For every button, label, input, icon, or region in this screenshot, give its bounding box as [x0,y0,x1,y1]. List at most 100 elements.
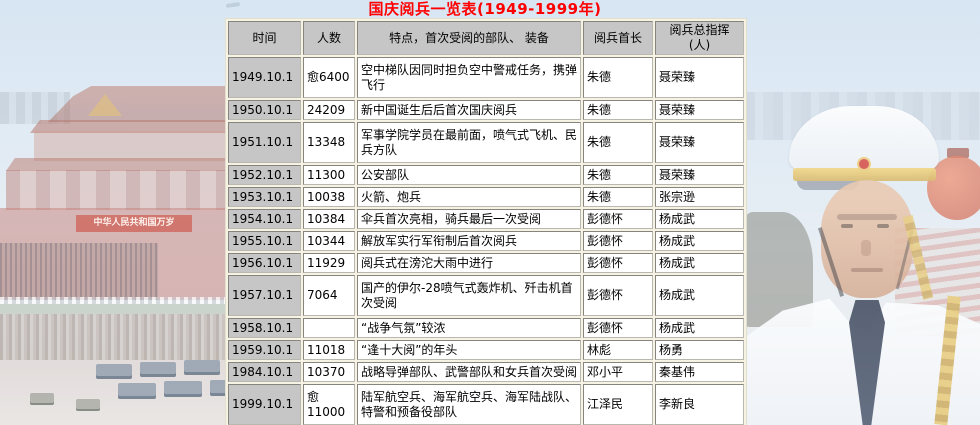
nose-shadow [861,240,871,256]
lantern-cap [947,148,969,158]
cell-count [303,318,355,338]
cell-feature: 战略导弹部队、武警部队和女兵首次受阅 [357,362,581,382]
tiananmen-lower-eave [6,158,228,171]
cell-count: 13348 [303,122,355,163]
cell-count: 愈6400 [303,57,355,98]
cell-date: 1984.10.1 [228,362,301,382]
cell-chief: 彭德怀 [583,209,653,229]
cell-date: 1953.10.1 [228,187,301,207]
cell-count: 愈11000 [303,384,355,425]
tiananmen-parade-photo: 中华人民共和国万岁 [0,0,228,425]
cell-date: 1956.10.1 [228,253,301,273]
grandstand-crowd [0,243,158,300]
header-commander: 阅兵总指挥(人) [655,21,744,55]
tiananmen-pillars [6,170,228,210]
cell-feature: 公安部队 [357,165,581,185]
cell-count: 11929 [303,253,355,273]
parade-vehicle [184,360,220,375]
cell-feature: “逢十大阅”的年头 [357,340,581,360]
red-lantern [927,156,980,220]
table-row: 1949.10.1 愈6400 空中梯队因同时担负空中警戒任务，携弹飞行 朱德 … [228,57,744,98]
cell-feature: 阅兵式在滂沱大雨中进行 [357,253,581,273]
parade-vehicle [140,362,176,377]
table-row: 1984.10.1 10370 战略导弹部队、武警部队和女兵首次受阅 邓小平 秦… [228,362,744,382]
cell-commander: 张宗逊 [655,187,744,207]
cell-commander: 杨勇 [655,340,744,360]
cell-count: 11018 [303,340,355,360]
cell-chief: 彭德怀 [583,253,653,273]
header-count: 人数 [303,21,355,55]
brow-shadow [837,214,897,220]
cell-date: 1999.10.1 [228,384,301,425]
cell-date: 1952.10.1 [228,165,301,185]
table-header-row: 时间 人数 特点，首次受阅的部队、 装备 阅兵首长 阅兵总指挥(人) [228,21,744,55]
cap-star-emblem [857,157,871,171]
cell-date: 1950.10.1 [228,100,301,120]
cap-visor [797,181,859,190]
cell-date: 1951.10.1 [228,122,301,163]
table-row: 1959.10.1 11018 “逢十大阅”的年头 林彪 杨勇 [228,340,744,360]
table-row: 1957.10.1 7064 国产的伊尔-28喷气式轰炸机、歼击机首次受阅 彭德… [228,275,744,316]
cell-commander: 秦基伟 [655,362,744,382]
tiananmen-hall-wall [34,131,228,161]
cell-count: 10384 [303,209,355,229]
table-row: 1958.10.1 “战争气氛”较浓 彭德怀 杨成武 [228,318,744,338]
cell-chief: 林彪 [583,340,653,360]
cell-count: 10344 [303,231,355,251]
table-row: 1950.10.1 24209 新中国诞生后后首次国庆阅兵 朱德 聂荣臻 [228,100,744,120]
parade-table: 时间 人数 特点，首次受阅的部队、 装备 阅兵首长 阅兵总指挥(人) 1949.… [225,18,747,425]
table-row: 1954.10.1 10384 伞兵首次亮相，骑兵最后一次受阅 彭德怀 杨成武 [228,209,744,229]
cell-commander: 聂荣臻 [655,57,744,98]
tiananmen-eave [30,120,228,133]
cell-chief: 朱德 [583,57,653,98]
grass-strip [0,304,228,314]
cell-chief: 邓小平 [583,362,653,382]
cell-count: 11300 [303,165,355,185]
cell-commander: 聂荣臻 [655,165,744,185]
cell-date: 1958.10.1 [228,318,301,338]
cell-commander: 杨成武 [655,231,744,251]
cell-commander: 李新良 [655,384,744,425]
cell-date: 1957.10.1 [228,275,301,316]
cell-feature: 国产的伊尔-28喷气式轰炸机、歼击机首次受阅 [357,275,581,316]
cell-chief: 朱德 [583,187,653,207]
white-fence [0,297,228,304]
cell-date: 1955.10.1 [228,231,301,251]
cell-chief: 彭德怀 [583,318,653,338]
cell-count: 10370 [303,362,355,382]
parade-jeep [76,399,100,411]
parade-vehicle [164,381,202,397]
cell-commander: 聂荣臻 [655,122,744,163]
cell-feature: 伞兵首次亮相，骑兵最后一次受阅 [357,209,581,229]
cell-chief: 彭德怀 [583,275,653,316]
cell-feature: 解放军实行军衔制后首次阅兵 [357,231,581,251]
cell-commander: 杨成武 [655,275,744,316]
page-title: 国庆阅兵一览表(1949-1999年) [368,0,602,18]
cell-feature: 陆军航空兵、海军航空兵、海军陆战队、特警和预备役部队 [357,384,581,425]
parade-vehicle [118,383,156,399]
table-row: 1952.10.1 11300 公安部队 朱德 聂荣臻 [228,165,744,185]
header-feature: 特点，首次受阅的部队、 装备 [357,21,581,55]
table-row: 1955.10.1 10344 解放军实行军衔制后首次阅兵 彭德怀 杨成武 [228,231,744,251]
cell-commander: 聂荣臻 [655,100,744,120]
cell-feature: 军事学院学员在最前面，喷气式飞机、民兵方队 [357,122,581,163]
cell-feature: 火箭、炮兵 [357,187,581,207]
eye [841,224,853,228]
eye [877,224,889,228]
spectator-crowd [0,314,228,360]
cell-count: 7064 [303,275,355,316]
saluting-sailor-photo [745,0,980,425]
cell-feature: 新中国诞生后后首次国庆阅兵 [357,100,581,120]
table-row: 1956.10.1 11929 阅兵式在滂沱大雨中进行 彭德怀 杨成武 [228,253,744,273]
cell-date: 1954.10.1 [228,209,301,229]
parade-vehicle [96,364,132,379]
cell-count: 24209 [303,100,355,120]
table-row: 1951.10.1 13348 军事学院学员在最前面，喷气式飞机、民兵方队 朱德… [228,122,744,163]
cell-chief: 朱德 [583,165,653,185]
mouth [851,268,883,272]
cell-count: 10038 [303,187,355,207]
parade-vehicle [210,380,228,396]
cell-commander: 杨成武 [655,209,744,229]
cell-feature: “战争气氛”较浓 [357,318,581,338]
wall-banner: 中华人民共和国万岁 [76,215,192,232]
